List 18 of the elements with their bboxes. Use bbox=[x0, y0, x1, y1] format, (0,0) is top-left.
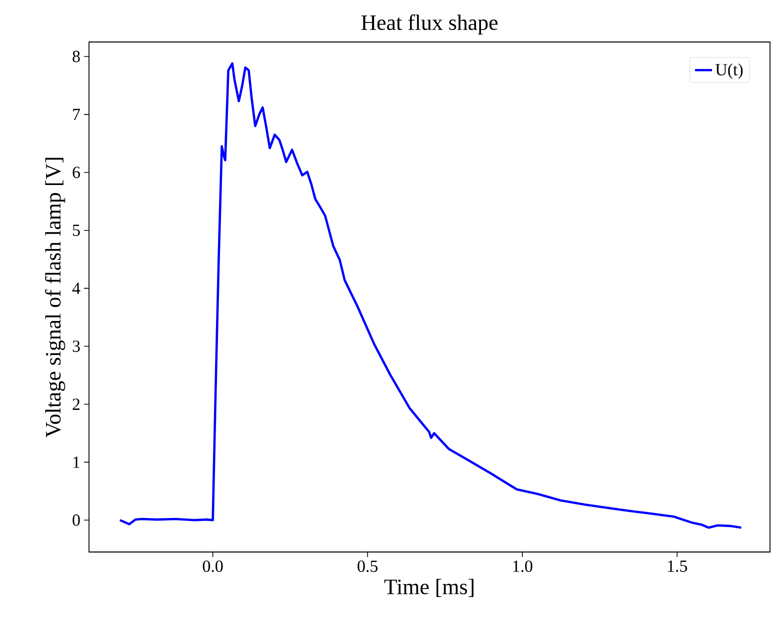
legend-label: U(t) bbox=[716, 63, 743, 79]
x-tick-label: 1.5 bbox=[668, 560, 688, 572]
chart-title: Heat flux shape bbox=[361, 14, 498, 35]
y-tick-label: 7 bbox=[73, 108, 80, 120]
y-tick-label: 5 bbox=[72, 224, 80, 236]
y-tick-label: 3 bbox=[72, 340, 80, 352]
y-tick-label: 4 bbox=[72, 282, 80, 294]
x-tick-label: 0.5 bbox=[358, 560, 378, 572]
y-axis-title: Voltage signal of flash lamp [V] bbox=[45, 158, 66, 438]
x-tick-label: 0.0 bbox=[202, 560, 223, 572]
y-tick-label: 8 bbox=[72, 50, 80, 62]
y-tick-label: 6 bbox=[72, 166, 80, 178]
y-tick-label: 0 bbox=[72, 514, 80, 526]
line-series bbox=[118, 62, 742, 529]
y-tick-label: 2 bbox=[72, 398, 80, 410]
x-tick-label: 1.0 bbox=[513, 560, 532, 572]
y-tick-label: 1 bbox=[73, 456, 80, 468]
x-axis-title: Time [ms] bbox=[384, 578, 474, 598]
